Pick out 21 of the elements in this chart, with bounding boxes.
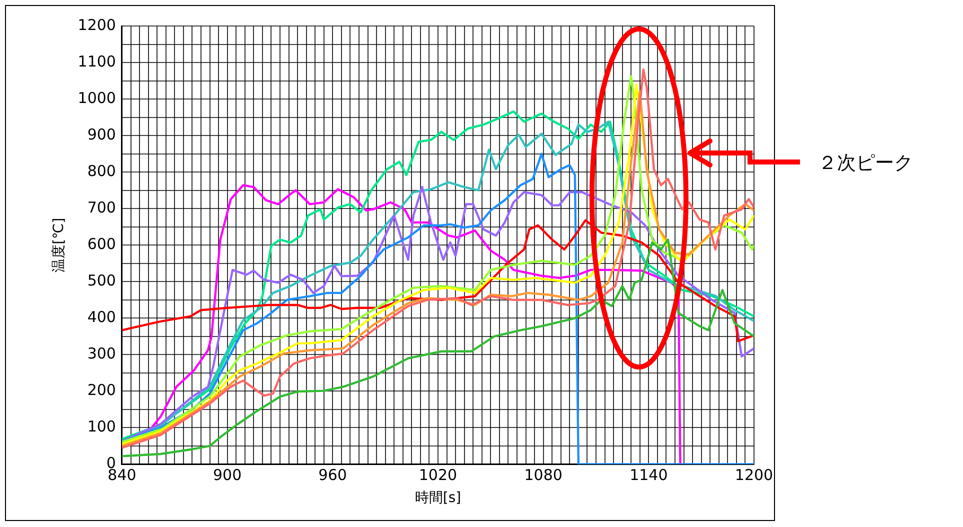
y-tick-label: 500 bbox=[87, 272, 116, 290]
y-tick-label: 900 bbox=[87, 125, 116, 144]
y-axis-title: 温度[℃] bbox=[51, 218, 68, 272]
y-tick-label: 1000 bbox=[78, 88, 116, 107]
text: ２次ピーク bbox=[818, 151, 913, 176]
y-tick-label: 1200 bbox=[78, 16, 116, 34]
y-tick-label: 800 bbox=[87, 162, 116, 180]
y-tick-label: 700 bbox=[87, 198, 116, 216]
x-tick-label: 1140 bbox=[630, 466, 668, 484]
y-tick-label: 600 bbox=[87, 234, 116, 253]
y-tick-label: 1100 bbox=[78, 52, 116, 70]
x-tick-label: 1020 bbox=[418, 466, 458, 484]
y-tick-label: 300 bbox=[87, 344, 116, 363]
y-tick-label: 200 bbox=[87, 381, 116, 400]
x-tick-label: 1200 bbox=[734, 466, 774, 484]
x-tick-label: 960 bbox=[318, 466, 347, 484]
x-tick-label: 900 bbox=[212, 466, 242, 484]
y-tick-label: 100 bbox=[87, 418, 116, 436]
x-tick-label: 1080 bbox=[524, 466, 562, 484]
x-axis-title: 時間[s] bbox=[414, 490, 462, 506]
y-tick-label: 400 bbox=[87, 308, 116, 326]
